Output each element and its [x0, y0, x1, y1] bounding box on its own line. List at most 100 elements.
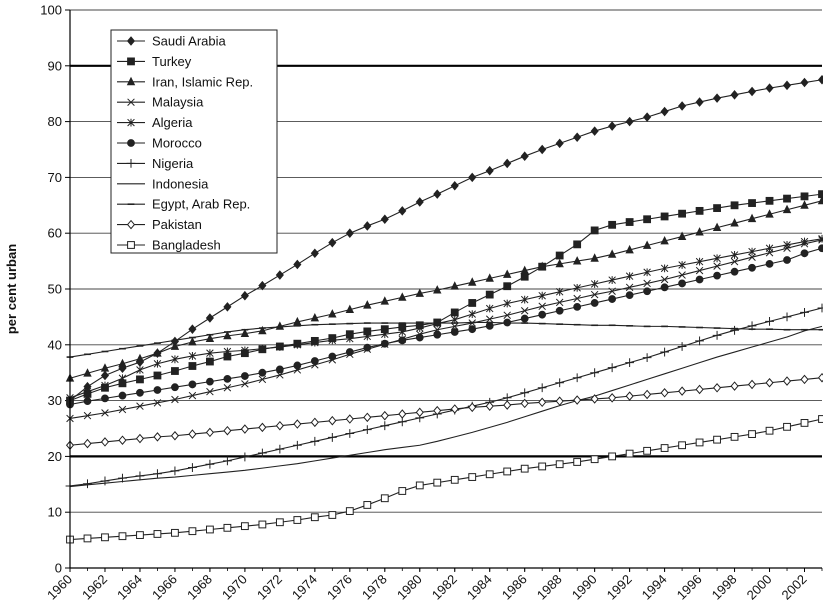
marker-plus: [817, 303, 823, 313]
marker-diamond-open: [433, 405, 442, 416]
marker-diamond-open: [380, 410, 389, 421]
legend-item: Nigeria: [117, 156, 194, 171]
marker-plus: [222, 456, 232, 466]
marker-diamond-open: [223, 425, 232, 436]
marker-x: [643, 279, 651, 288]
legend-label: Nigeria: [152, 156, 194, 171]
marker-diamond: [782, 80, 792, 91]
marker-circle: [643, 287, 652, 296]
marker-diamond: [678, 101, 687, 111]
marker-asterisk: [416, 324, 424, 332]
marker-x: [520, 307, 529, 315]
legend-item: Malaysia: [117, 95, 204, 110]
legend-item: Algeria: [117, 115, 193, 130]
marker-square: [188, 362, 197, 370]
marker-triangle: [153, 348, 162, 357]
marker-square-open: [433, 478, 442, 487]
marker-plus: [660, 347, 670, 357]
marker-diamond-open: [765, 377, 774, 388]
x-tick-label: 1960: [44, 572, 75, 603]
x-tick-label: 1968: [184, 572, 215, 603]
y-tick-label: 0: [55, 561, 62, 576]
series-morocco: [66, 244, 823, 409]
marker-plus: [695, 336, 704, 346]
marker-square-open: [590, 455, 599, 464]
marker-asterisk: [346, 334, 354, 343]
marker-plus: [765, 316, 774, 326]
marker-circle: [800, 249, 809, 258]
marker-diamond: [538, 144, 547, 155]
legend-label: Egypt, Arab Rep.: [152, 197, 250, 212]
series-nigeria: [65, 303, 823, 491]
marker-triangle: [240, 328, 250, 338]
marker-square: [590, 226, 599, 235]
marker-diamond-open: [678, 386, 687, 396]
marker-square: [730, 201, 739, 210]
marker-circle: [398, 336, 407, 345]
marker-asterisk: [311, 338, 319, 347]
legend-item: Morocco: [117, 136, 202, 151]
marker-diamond: [555, 138, 564, 149]
marker-circle: [783, 256, 791, 264]
marker-diamond-open: [240, 424, 249, 434]
marker-plus: [100, 476, 110, 486]
marker-diamond: [730, 90, 739, 100]
marker-circle: [678, 279, 686, 288]
marker-triangle: [747, 213, 757, 223]
marker-diamond-open: [170, 430, 179, 441]
y-tick-label: 60: [48, 226, 62, 241]
marker-asterisk: [468, 310, 476, 319]
legend-box: [110, 29, 278, 254]
marker-diamond-open: [590, 394, 599, 404]
marker-x: [538, 302, 546, 311]
marker-square: [573, 240, 582, 249]
y-axis-title: per cent urban: [4, 244, 19, 334]
marker-diamond-open: [450, 404, 459, 414]
marker-x: [136, 402, 144, 410]
marker-diamond-open: [100, 437, 110, 447]
marker-square: [695, 206, 704, 215]
marker-circle: [765, 259, 774, 268]
marker-triangle: [118, 358, 127, 368]
marker-asterisk: [818, 234, 823, 243]
marker-circle: [748, 263, 756, 272]
marker-triangle: [310, 312, 320, 322]
marker-square: [468, 299, 477, 307]
marker-plus: [730, 325, 739, 335]
marker-triangle: [677, 231, 687, 240]
marker-diamond: [415, 197, 424, 207]
marker-square: [713, 204, 721, 212]
marker-square-open: [503, 467, 512, 476]
marker-x: [503, 311, 511, 319]
marker-square-open: [818, 415, 823, 423]
x-tick-label: 1988: [534, 572, 565, 603]
marker-diamond-open: [188, 429, 197, 439]
marker-circle: [695, 275, 704, 284]
marker-plus: [135, 471, 145, 481]
marker-plus: [205, 459, 215, 469]
marker-circle: [555, 306, 564, 315]
marker-square-open: [171, 528, 179, 537]
marker-circle: [538, 310, 547, 319]
marker-x: [573, 294, 581, 303]
marker-triangle: [607, 249, 617, 258]
marker-triangle: [712, 222, 722, 232]
marker-triangle: [695, 227, 704, 236]
marker-diamond-open: [695, 384, 704, 395]
x-tick-label: 1982: [429, 572, 460, 603]
y-tick-label: 50: [48, 282, 62, 297]
marker-asterisk: [678, 261, 686, 269]
marker-diamond-open: [153, 432, 162, 442]
marker-square-open: [258, 520, 267, 529]
marker-diamond: [100, 370, 110, 381]
y-tick-label: 80: [48, 114, 62, 129]
marker-circle: [310, 357, 319, 365]
x-tick-label: 1998: [709, 572, 740, 603]
marker-x: [678, 271, 686, 279]
legend-item: Egypt, Arab Rep.: [117, 197, 250, 212]
marker-asterisk: [328, 336, 337, 345]
marker-square: [206, 357, 214, 366]
marker-square: [625, 218, 634, 226]
y-tick-label: 40: [48, 337, 62, 352]
marker-square: [555, 251, 564, 260]
